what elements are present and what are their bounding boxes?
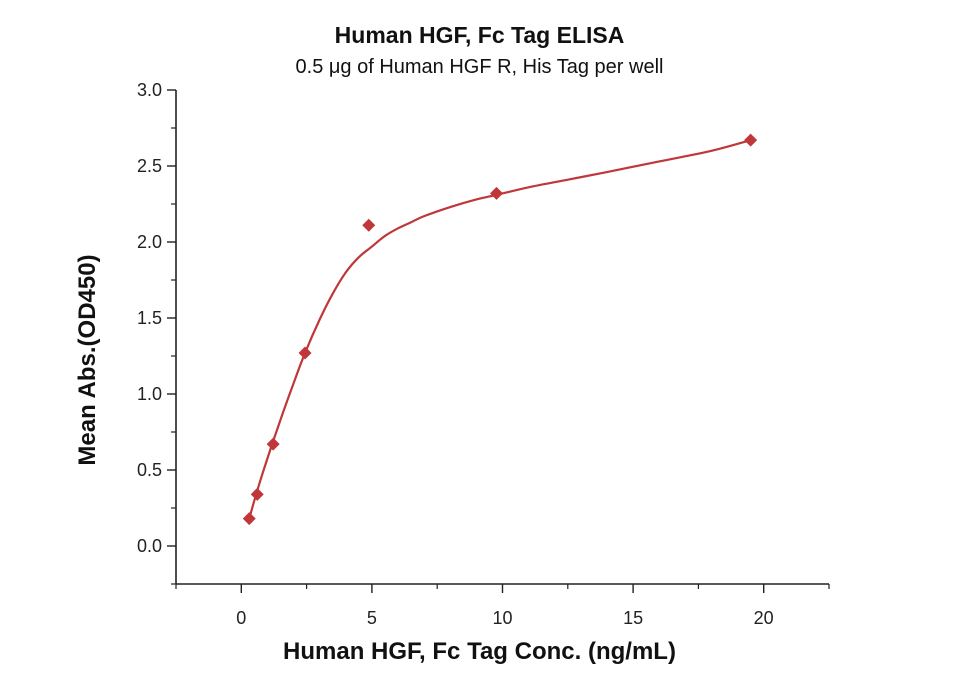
fit-curve-line [248, 139, 751, 519]
data-point-marker [242, 512, 256, 526]
y-tick-label: 2.5 [137, 156, 162, 176]
y-tick-label: 3.0 [137, 80, 162, 100]
x-tick-label: 10 [492, 608, 512, 628]
y-tick-label: 2.0 [137, 232, 162, 252]
y-tick-label: 0.5 [137, 460, 162, 480]
data-point-marker [362, 218, 376, 232]
marker-layer [242, 133, 758, 526]
x-tick-label: 15 [623, 608, 643, 628]
y-tick-label: 0.0 [137, 536, 162, 556]
x-axis-label: Human HGF, Fc Tag Conc. (ng/mL) [283, 638, 676, 665]
x-tick-label: 5 [367, 608, 377, 628]
data-point-marker [744, 133, 758, 147]
y-tick-label: 1.5 [137, 308, 162, 328]
x-tick-label: 0 [236, 608, 246, 628]
y-tick-label: 1.0 [137, 384, 162, 404]
data-point-marker [266, 437, 280, 451]
data-point-marker [489, 186, 503, 200]
x-tick-label: 20 [754, 608, 774, 628]
fit-curve-layer [248, 139, 751, 519]
data-point-marker [298, 346, 312, 360]
axes: 0.0 0.5 1.0 1.5 2.0 2.5 3.0 0 5 10 15 20 [137, 80, 830, 628]
chart-title: Human HGF, Fc Tag ELISA [334, 22, 625, 48]
data-point-marker [250, 487, 264, 501]
chart-subtitle: 0.5 μg of Human HGF R, His Tag per well [295, 56, 664, 78]
